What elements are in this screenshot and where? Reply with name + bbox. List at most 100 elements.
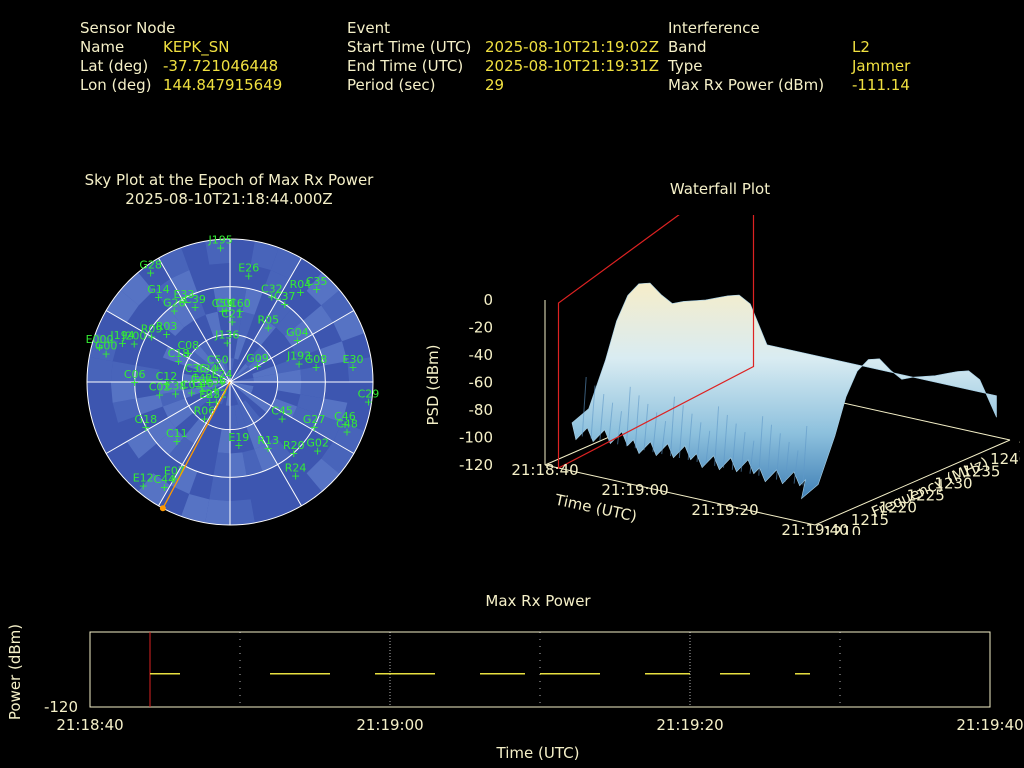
satellite-marker: + [291, 470, 300, 483]
waterfall-streak [687, 413, 693, 461]
sky-noise-patch [162, 346, 189, 366]
waterfall-z-tick: 0 [483, 291, 493, 309]
sky-noise-patch [253, 320, 276, 346]
waterfall-streak [767, 424, 773, 478]
power-time-tick: 21:19:00 [356, 716, 423, 734]
power-title: Max Rx Power [485, 592, 591, 610]
sky-noise-patch [205, 311, 222, 338]
satellite-label: C11 [166, 427, 188, 440]
satellite-marker: + [187, 386, 196, 399]
sky-noise-patch [284, 320, 313, 347]
satellite-e19: +E19 [228, 431, 249, 452]
satellite-marker: + [310, 421, 319, 434]
satellite-marker: + [222, 305, 231, 318]
satellite-marker: + [170, 305, 179, 318]
sky-noise-patch [291, 406, 320, 430]
satellite-label: E26 [238, 262, 259, 275]
waterfall-time-tick: 21:19:00 [601, 481, 668, 499]
sensor-header: Sensor Node [80, 19, 176, 37]
satellite-e25: +E25 [199, 388, 220, 409]
power-time-tick: 21:19:20 [656, 716, 723, 734]
satellite-c12: +C12 [156, 370, 178, 391]
satellite-marker: + [198, 385, 207, 398]
waterfall-time-tick: 21:19:40 [781, 521, 848, 535]
sensor-name-value: KEPK_SN [163, 38, 230, 56]
satellite-marker: + [235, 305, 244, 318]
satellite-label: C59 [212, 297, 234, 310]
satellite-marker: + [293, 334, 302, 347]
sky-noise-patch [206, 377, 230, 382]
satellite-marker: + [172, 435, 181, 448]
sky-noise-patch [275, 308, 304, 337]
waterfall-streak [802, 425, 808, 486]
satellite-c06: +C06 [124, 368, 146, 389]
satellite-marker: + [364, 395, 373, 408]
waterfall-frequency-tick: 1220 [879, 499, 917, 517]
sensor-lat-value: -37.721046448 [163, 57, 279, 75]
satellite-label: G26 [163, 297, 186, 310]
satellite-label: C40 [192, 377, 214, 390]
satellite-marker: + [179, 296, 188, 309]
satellite-label: J194 [109, 329, 134, 342]
satellite-label: E36 [205, 375, 226, 388]
satellite-c40: +C40 [192, 377, 214, 398]
sky-noise-patch [250, 241, 279, 271]
waterfall-streak [617, 411, 622, 445]
waterfall-streak [722, 414, 728, 468]
satellite-marker: + [289, 447, 298, 460]
satellite-label: G02 [306, 436, 329, 449]
satellite-g18: +G18 [135, 413, 158, 434]
waterfall-frequency-tick: 1230 [934, 474, 972, 492]
satellite-c36: +C36 [185, 362, 207, 383]
sky-noise-patch [184, 418, 207, 444]
satellite-g00: +G00 [95, 339, 118, 360]
waterfall-frequency-tick: 1240 [990, 450, 1020, 468]
sky-noise-patch [306, 458, 340, 492]
satellite-marker: + [202, 371, 211, 384]
sky-noise-patch [234, 404, 247, 429]
satellite-c03: +C03 [181, 378, 203, 399]
waterfall-streak [599, 394, 605, 441]
waterfall-time-axis [544, 464, 816, 526]
sky-noise-patch [209, 475, 230, 502]
satellite-marker: + [264, 321, 273, 334]
sky-noise-patch [205, 499, 230, 525]
satellite-marker: + [200, 412, 209, 425]
satellite-label: C21 [221, 308, 243, 321]
waterfall-streak [775, 433, 781, 480]
satellite-marker: + [139, 479, 148, 492]
waterfall-streaks [581, 376, 808, 486]
waterfall-streak [784, 441, 790, 482]
satellite-label: C46 [334, 410, 356, 423]
satellite-e26: +E26 [238, 262, 259, 283]
satellite-label: E19 [228, 431, 249, 444]
sky-noise-patch [230, 377, 254, 382]
satellite-e000: +E000 [86, 333, 114, 354]
waterfall-streak [608, 402, 614, 443]
satellite-marker: + [191, 370, 200, 383]
sky-noise-patch [170, 464, 198, 494]
sky-noise-patch [262, 270, 290, 300]
satellite-label: R04 [290, 278, 312, 291]
satellite-marker: + [234, 439, 243, 452]
satellite-g28: +G28 [139, 259, 162, 280]
sky-noise-patch [230, 499, 255, 525]
satellite-label: G14 [147, 283, 170, 296]
power-time-tick: 21:19:40 [956, 716, 1023, 734]
sky-noise-patch [126, 429, 157, 459]
waterfall-z-tick: -80 [469, 401, 494, 419]
sky-noise-patch [168, 436, 195, 465]
satellite-e30: +E30 [343, 353, 364, 374]
sky-noise-patch [254, 443, 278, 472]
satellite-label: G04 [286, 326, 309, 339]
sky-noise-patch [181, 493, 210, 523]
sky-noise-patch [170, 270, 198, 300]
satellite-label: C03 [181, 378, 203, 391]
sky-noise-patch [138, 473, 171, 506]
sky-noise-patch [321, 290, 354, 323]
satellite-label: E12 [133, 471, 154, 484]
waterfall-frequency-tick: 1235 [962, 462, 1000, 480]
satellite-marker: + [171, 388, 180, 401]
waterfall-streak [590, 385, 596, 439]
satellite-label: R20 [283, 439, 305, 452]
